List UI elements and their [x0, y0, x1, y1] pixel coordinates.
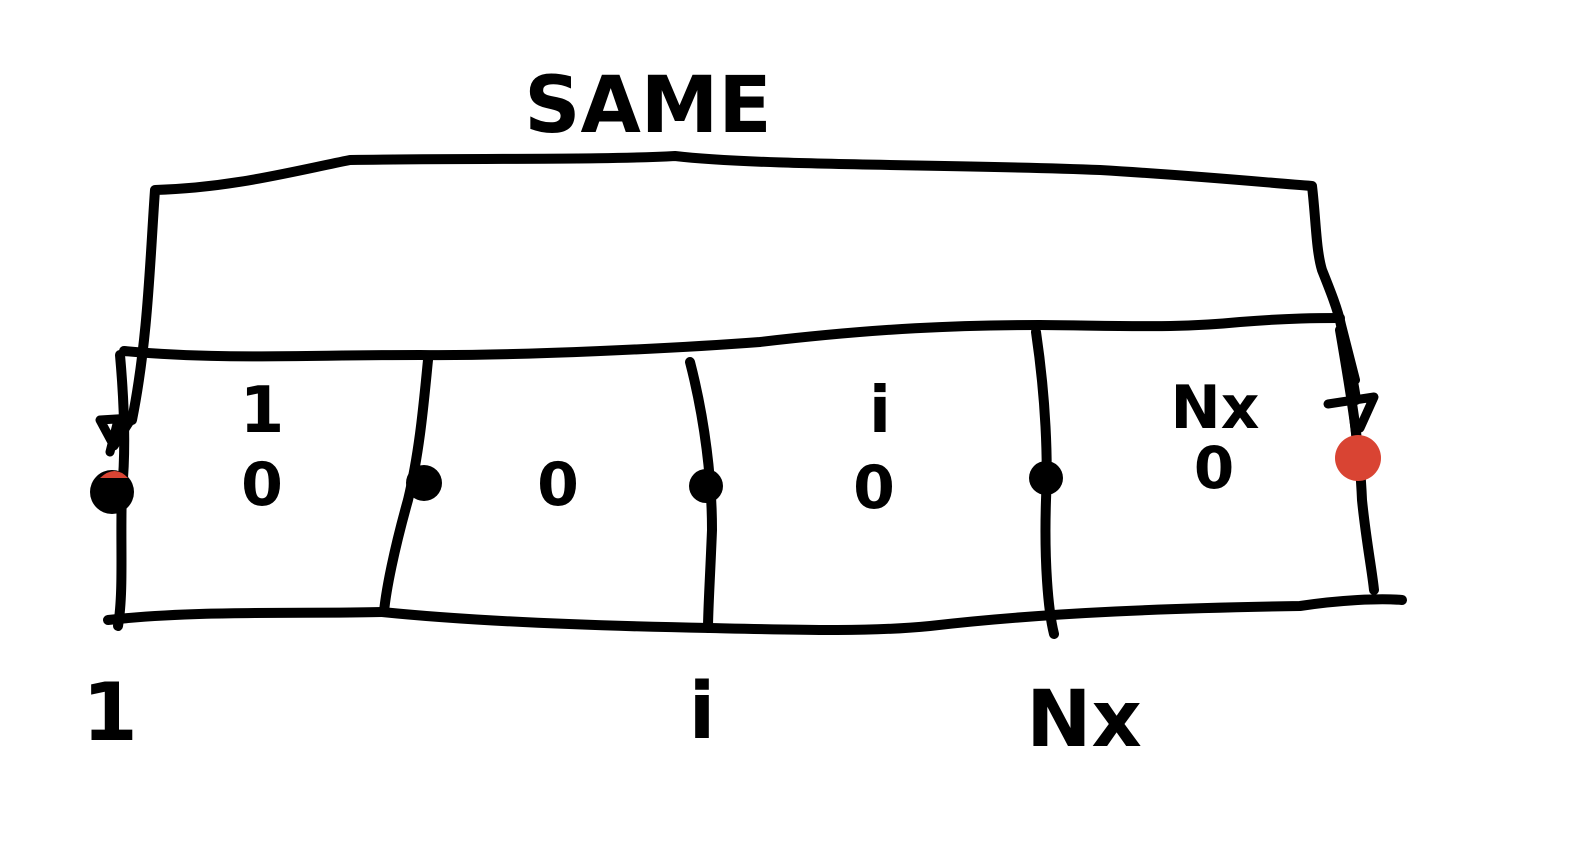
cell-boundary-4	[1031, 327, 1059, 639]
cell-boundary-5	[1335, 325, 1379, 595]
node-label-middle: i	[689, 667, 716, 757]
cell-boundary-2	[379, 355, 433, 617]
cell-sublabel-first: 0	[241, 450, 283, 520]
top-label: SAME	[524, 61, 771, 151]
node-last-highlighted	[1335, 435, 1381, 481]
cell-sublabel-last: 0	[1194, 434, 1234, 502]
node-first-highlight	[100, 471, 128, 478]
cell-sublabel-second: 0	[537, 450, 579, 520]
grid-bottom-edge	[103, 594, 1407, 635]
node-first	[90, 470, 134, 514]
node-4	[1029, 461, 1063, 495]
cell-boundary-3	[685, 357, 717, 633]
cell-label-first: 1	[240, 374, 285, 448]
node-label-first: 1	[82, 666, 138, 759]
grid-top-edge	[119, 313, 1345, 362]
node-2	[406, 465, 442, 501]
cell-sublabel-middle: 0	[853, 453, 895, 523]
node-label-last: Nx	[1026, 675, 1142, 765]
cell-label-middle: i	[869, 374, 891, 448]
cell-label-last: Nx	[1171, 373, 1260, 443]
node-3	[689, 469, 723, 503]
